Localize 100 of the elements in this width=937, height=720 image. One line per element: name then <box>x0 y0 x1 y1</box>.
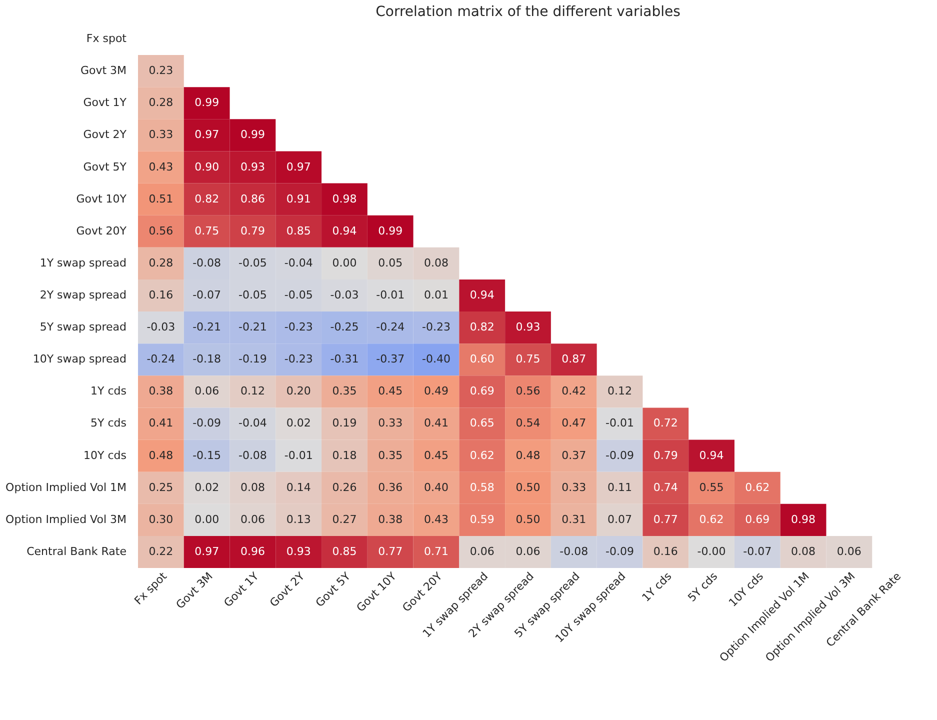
data-label: 0.00 <box>194 512 220 526</box>
data-label: 0.94 <box>699 448 724 462</box>
y-tick-label: Govt 20Y <box>76 224 127 238</box>
data-label: 0.86 <box>240 192 265 206</box>
data-label: 0.30 <box>148 512 174 526</box>
data-label: 0.97 <box>194 544 220 558</box>
data-label: -0.07 <box>743 544 772 558</box>
data-label: -0.05 <box>238 288 267 302</box>
data-label: -0.19 <box>238 352 267 366</box>
data-label: -0.01 <box>376 288 405 302</box>
data-label: 0.06 <box>836 544 862 558</box>
data-label: 0.36 <box>378 480 403 494</box>
data-label: 0.77 <box>378 544 403 558</box>
data-label: 0.00 <box>332 256 357 270</box>
data-label: 0.26 <box>332 480 357 494</box>
data-label: 0.28 <box>148 256 174 270</box>
data-label: 0.11 <box>608 480 632 494</box>
data-label: 0.59 <box>470 512 494 526</box>
data-label: 0.77 <box>653 512 678 526</box>
data-label: 0.33 <box>378 416 403 430</box>
y-tick-label: Govt 1Y <box>83 96 127 110</box>
data-label: 0.41 <box>148 416 174 430</box>
y-tick-label: Govt 5Y <box>83 160 127 174</box>
data-label: 0.93 <box>240 160 265 174</box>
data-label: 0.45 <box>378 384 403 398</box>
y-tick-label: 10Y cds <box>84 448 127 462</box>
data-label: -0.21 <box>192 320 222 334</box>
data-label: 0.62 <box>470 448 494 462</box>
data-label: 0.25 <box>148 480 174 494</box>
data-label: -0.03 <box>330 288 359 302</box>
y-tick-label: 2Y swap spread <box>40 288 126 302</box>
data-label: 0.47 <box>562 416 586 430</box>
data-label: 0.12 <box>608 384 632 398</box>
data-label: 0.99 <box>378 224 403 238</box>
data-label: -0.09 <box>192 416 222 430</box>
data-label: 0.05 <box>378 256 403 270</box>
data-label: 0.38 <box>378 512 403 526</box>
data-label: -0.07 <box>192 288 222 302</box>
data-label: 0.98 <box>791 512 816 526</box>
data-label: 0.43 <box>148 160 174 174</box>
data-label: 0.99 <box>240 128 265 142</box>
data-label: 0.79 <box>240 224 265 238</box>
data-label: 0.69 <box>470 384 494 398</box>
data-label: 0.06 <box>194 384 220 398</box>
data-label: -0.23 <box>284 320 313 334</box>
data-label: 0.37 <box>562 448 586 462</box>
data-label: -0.08 <box>192 256 222 270</box>
data-label: 0.13 <box>286 512 311 526</box>
data-label: 0.08 <box>424 256 448 270</box>
data-label: -0.05 <box>238 256 267 270</box>
data-label: 0.45 <box>424 448 448 462</box>
data-label: -0.31 <box>330 352 359 366</box>
data-label: -0.09 <box>606 448 634 462</box>
y-tick-label: 1Y swap spread <box>40 256 126 270</box>
data-label: -0.40 <box>422 352 450 366</box>
data-label: -0.15 <box>192 448 222 462</box>
data-label: -0.05 <box>284 288 313 302</box>
data-label: -0.04 <box>238 416 267 430</box>
data-label: 0.75 <box>516 352 540 366</box>
data-label: 0.33 <box>562 480 586 494</box>
data-label: 0.16 <box>653 544 678 558</box>
data-label: 0.90 <box>194 160 220 174</box>
data-label: -0.21 <box>238 320 267 334</box>
data-label: 0.50 <box>516 512 540 526</box>
data-label: 0.75 <box>194 224 220 238</box>
data-label: 0.97 <box>194 128 220 142</box>
data-label: 0.94 <box>470 288 494 302</box>
data-label: 0.40 <box>424 480 448 494</box>
data-label: -0.24 <box>376 320 405 334</box>
data-label: 0.58 <box>470 480 494 494</box>
data-label: 0.60 <box>470 352 494 366</box>
data-label: 0.71 <box>424 544 448 558</box>
y-tick-label: Govt 10Y <box>76 192 127 206</box>
data-label: 0.72 <box>653 416 678 430</box>
y-tick-label: 1Y cds <box>90 384 127 398</box>
data-label: 0.93 <box>286 544 311 558</box>
data-label: 0.96 <box>240 544 265 558</box>
data-label: -0.08 <box>560 544 588 558</box>
data-label: 0.02 <box>194 480 220 494</box>
y-tick-label: Option Implied Vol 1M <box>6 480 126 494</box>
data-label: 0.56 <box>148 224 174 238</box>
data-label: 0.93 <box>516 320 540 334</box>
data-label: 0.69 <box>745 512 770 526</box>
data-label: 0.65 <box>470 416 494 430</box>
data-label: 0.91 <box>286 192 311 206</box>
data-label: 0.82 <box>194 192 220 206</box>
data-label: 0.31 <box>562 512 586 526</box>
y-tick-label: 5Y cds <box>90 416 127 430</box>
data-label: 0.06 <box>516 544 540 558</box>
x-tick-label: 1Y cds <box>639 570 674 604</box>
y-tick-label: 10Y swap spread <box>32 352 126 366</box>
data-label: 0.38 <box>148 384 174 398</box>
data-label: 0.18 <box>332 448 357 462</box>
data-label: -0.08 <box>238 448 267 462</box>
y-tick-label: Govt 3M <box>80 64 126 78</box>
data-label: 0.35 <box>378 448 403 462</box>
data-label: 0.22 <box>148 544 174 558</box>
data-label: 0.50 <box>516 480 540 494</box>
data-label: -0.23 <box>422 320 450 334</box>
data-label: 0.28 <box>148 96 174 110</box>
